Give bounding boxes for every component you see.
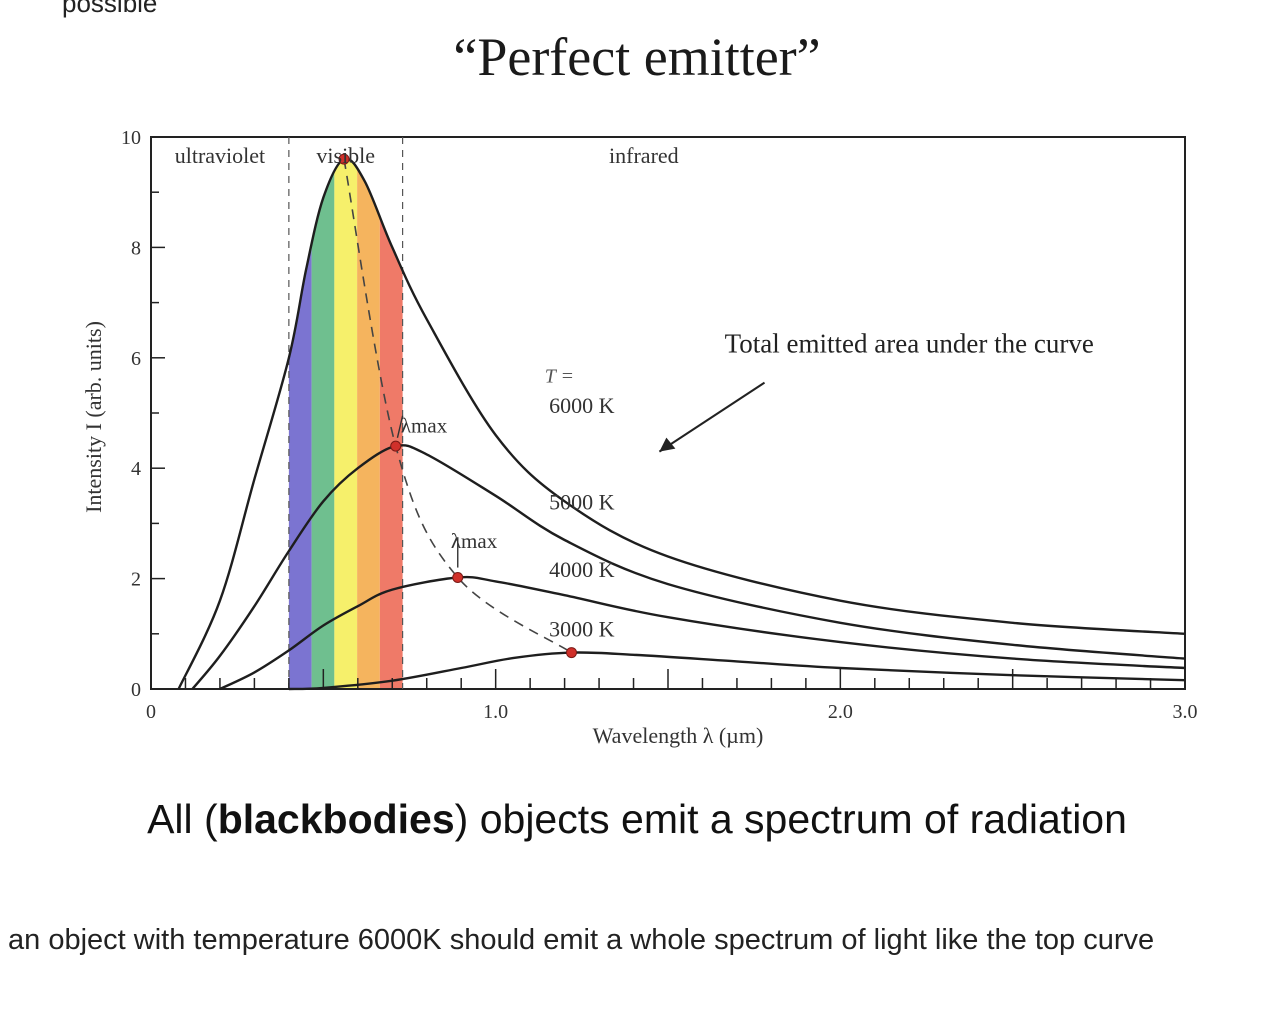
series-label: 6000 K [549, 393, 615, 418]
blackbody-curves [177, 153, 1186, 691]
region-label-infrared: infrared [609, 143, 679, 168]
y-tick-label: 6 [131, 348, 141, 370]
y-tick-label: 10 [121, 127, 141, 149]
series-label: 3000 K [549, 617, 615, 642]
headline: All (blackbodies) objects emit a spectru… [0, 796, 1274, 843]
curve-3000k [288, 651, 1186, 691]
lambda-max-label: λmax [451, 529, 498, 553]
slide-title: “Perfect emitter” [453, 27, 821, 87]
y-axis-label: Intensity I (arb. units) [81, 321, 106, 513]
peak-marker [452, 571, 464, 583]
headline-start: All ( [147, 796, 218, 842]
temperature-label: T = [545, 366, 574, 388]
x-tick-label: 2.0 [828, 701, 853, 723]
region-label-visible: visible [316, 143, 375, 168]
peak-marker [390, 440, 402, 452]
visible-band-4 [357, 158, 380, 689]
series-label: 5000 K [549, 490, 615, 515]
curve-6000k [177, 157, 1186, 690]
previous-text-fragment: possible [62, 0, 158, 18]
plot-frame [150, 136, 1186, 690]
x-tick-label: 1.0 [483, 701, 508, 723]
lambda-max-arrow [396, 415, 404, 438]
visible-spectrum-bands [288, 158, 403, 689]
headline-bold: blackbodies [217, 796, 455, 842]
y-tick-label: 0 [131, 679, 141, 701]
chart-labels: 0 2 4 6 8 10 0 1.0 2.0 3.0 Wavelength λ (µm) Intens… [81, 127, 1198, 748]
curve-4000k [219, 575, 1186, 691]
series-label: 4000 K [549, 557, 615, 582]
curve-5000k [191, 444, 1186, 690]
visible-band-5 [379, 158, 403, 689]
annotation-arrowhead [659, 437, 676, 452]
x-axis-label: Wavelength λ (µm) [593, 723, 764, 748]
y-tick-label: 2 [131, 569, 141, 591]
visible-band-2 [311, 158, 335, 689]
area-annotation: Total emitted area under the curve [725, 328, 1094, 358]
visible-band-3 [334, 158, 358, 689]
lambda-max-label: λmax [401, 413, 448, 437]
peak-marker [338, 153, 350, 165]
blackbody-chart: 0 2 4 6 8 10 0 1.0 2.0 3.0 Wavelength λ (µm) Intens… [81, 127, 1198, 748]
peak-marker [565, 647, 577, 659]
wien-displacement-curve [343, 158, 572, 654]
caption-text: an object with temperature 6000K should … [8, 924, 1155, 956]
region-label-ultraviolet: ultraviolet [175, 143, 265, 168]
x-tick-label: 3.0 [1173, 701, 1198, 723]
visible-band-1 [288, 158, 312, 689]
annotation-arrow [658, 381, 766, 453]
y-tick-label: 8 [131, 237, 141, 259]
headline-end: ) objects emit a spectrum of radiation [454, 796, 1127, 842]
x-tick-label: 0 [146, 701, 156, 723]
y-tick-label: 4 [131, 458, 141, 480]
